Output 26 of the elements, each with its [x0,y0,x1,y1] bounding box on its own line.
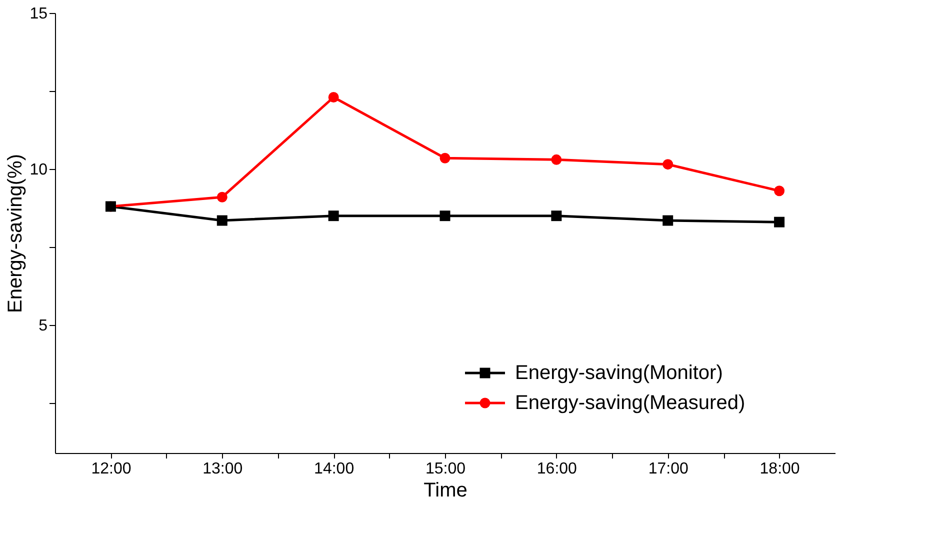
x-tick-label: 18:00 [760,460,800,478]
x-tick-label: 14:00 [314,460,354,478]
point [216,192,228,202]
x-tick-label: 16:00 [536,460,578,478]
point [328,210,339,222]
point [440,210,450,222]
y-tick-label: 15 [30,6,48,22]
point [216,215,228,226]
x-tick-label: 15:00 [425,460,466,478]
point [551,210,562,222]
x-tick-label: 17:00 [648,460,688,478]
x-axis-title: Time [424,480,468,502]
point [328,92,339,102]
y-tick-label: 5 [38,318,48,335]
x-tick-label: 12:00 [91,460,132,478]
point [662,215,674,226]
legend-label: Energy-saving(Measured) [515,392,746,414]
legend-label: Energy-saving(Monitor) [515,362,723,384]
y-tick-label: 10 [30,162,48,179]
point [662,159,674,170]
point [551,154,562,165]
y-axis-title: Energy-saving(%) [4,154,27,313]
point [440,152,450,164]
point [774,216,785,228]
point [774,186,785,196]
x-tick-label: 13:00 [202,460,243,478]
